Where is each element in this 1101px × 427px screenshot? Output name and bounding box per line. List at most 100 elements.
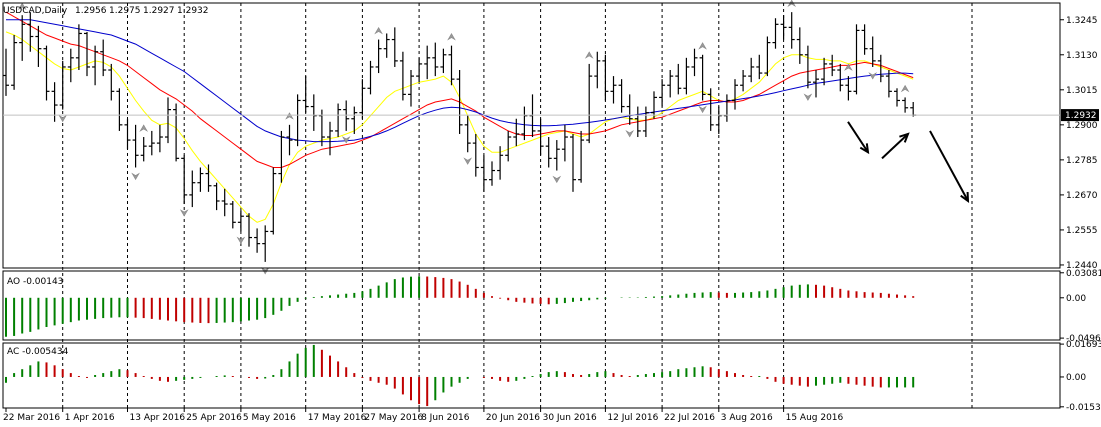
arrow-shaft [847, 121, 869, 153]
ac-histogram [5, 344, 915, 407]
ohlc-bar [813, 70, 819, 98]
ohlc-bar [156, 124, 163, 153]
ohlc-bar [610, 76, 617, 104]
forecast-arrow [929, 130, 970, 204]
fractal-down-marker [803, 93, 813, 101]
ohlc-bar [140, 137, 147, 162]
ohlc-bar [278, 130, 285, 183]
ohlc-bar [634, 106, 641, 138]
fractal-up-marker [285, 112, 294, 120]
ao-histogram [5, 276, 915, 337]
ohlc-bar [772, 18, 779, 49]
ohlc-bar [440, 48, 447, 74]
ohlc-bar [570, 133, 576, 192]
price-tick-label: 1.2785 [1066, 156, 1098, 166]
time-tick-label: 13 Apr 2016 [130, 413, 186, 423]
ohlc-bar [675, 63, 682, 95]
price-tick-label: 1.3015 [1066, 86, 1098, 96]
ohlc-bar [310, 94, 317, 131]
fractal-up-marker [447, 33, 456, 41]
ohlc-bar [100, 39, 107, 77]
ohlc-bar [359, 79, 366, 119]
ohlc-bar [318, 109, 325, 147]
ohlc-bar [116, 88, 123, 131]
ohlc-bar [756, 54, 763, 80]
ao-label: AO -0.00143 [7, 277, 63, 287]
ohlc-bar [75, 24, 82, 71]
arrow-head [859, 143, 870, 155]
forecast-arrow [847, 121, 870, 155]
time-tick-label: 3 Aug 2016 [721, 413, 773, 423]
ohlc-bar [764, 36, 771, 77]
ohlc-bar [788, 12, 795, 49]
ohlc-bar [254, 228, 261, 253]
price-tick-label: 1.2670 [1066, 191, 1098, 201]
ohlc-bar [391, 27, 398, 67]
fractal-down-marker [698, 105, 707, 114]
ohlc-bar [270, 167, 277, 235]
ohlc-bar [869, 36, 876, 67]
ohlc-bar [707, 88, 714, 131]
ohlc-bar [594, 51, 601, 89]
ohlc-bar [699, 54, 706, 101]
time-tick-label: 1 Apr 2016 [65, 413, 115, 423]
price-tick-label: 1.2900 [1066, 121, 1098, 131]
ao-tick-label: 0.03081 [1066, 269, 1101, 279]
ohlc-bar [497, 146, 504, 180]
fractal-up-marker [374, 26, 383, 35]
ohlc-bar [537, 118, 544, 156]
ohlc-bar [602, 54, 609, 101]
ohlc-bar [343, 100, 350, 131]
ohlc-bar [804, 45, 811, 89]
time-tick-label: 20 Jun 2016 [486, 413, 540, 423]
time-tick-label: 15 Aug 2016 [786, 413, 844, 423]
ohlc-bar [618, 79, 625, 113]
ohlc-bar [740, 70, 747, 92]
ohlc-bar [148, 130, 155, 156]
ohlc-bar [229, 200, 236, 229]
ohlc-bar [11, 34, 18, 90]
ohlc-bar [108, 63, 115, 101]
time-tick-label: 22 Jul 2016 [664, 413, 715, 423]
ohlc-bar [67, 48, 74, 83]
time-axis: 22 Mar 2016 1 Apr 2016 13 Apr 2016 25 Apr 2… [3, 408, 844, 423]
ohlc-bar [642, 106, 649, 138]
ohlc-bar [667, 70, 674, 98]
price-tick-label: 1.3245 [1066, 16, 1098, 26]
ohlc-bar [586, 63, 593, 144]
ohlc-bar [173, 103, 180, 162]
fractal-down-marker [463, 157, 473, 165]
ohlc-bar [51, 82, 58, 122]
ohlc-bar [408, 70, 414, 107]
ohlc-bar [432, 42, 439, 77]
ohlc-bar [237, 210, 244, 232]
ohlc-bar [221, 188, 228, 217]
ohlc-bar [529, 94, 536, 138]
price-tick-label: 1.2555 [1066, 226, 1098, 236]
fractal-down-marker [625, 130, 635, 138]
time-tick-label: 22 Mar 2016 [3, 413, 60, 423]
fractal-down-marker [58, 114, 68, 123]
price-bars [3, 12, 917, 262]
time-tick-label: 12 Jul 2016 [607, 413, 658, 423]
ohlc-bar [124, 118, 131, 150]
ohlc-bar [626, 94, 633, 125]
ac-tick-label: -0.01539 [1066, 403, 1101, 413]
ohlc-bar [521, 106, 528, 141]
ohlc-bar [286, 124, 293, 156]
ohlc-bar [796, 27, 803, 64]
ohlc-bar [3, 48, 9, 96]
ohlc-close: 1.2932 [177, 6, 209, 16]
fractal-down-marker [131, 172, 140, 181]
ohlc-bar [723, 94, 730, 122]
ohlc-bar [545, 137, 552, 168]
fractal-down-marker [552, 175, 562, 184]
ohlc-bar [375, 39, 382, 74]
ohlc-bar [561, 124, 568, 162]
arrow-shaft [881, 133, 909, 160]
ohlc-bar [294, 94, 301, 147]
current-price-box [1061, 109, 1099, 122]
arrow-shaft [929, 130, 969, 202]
ohlc-bar [715, 106, 722, 134]
